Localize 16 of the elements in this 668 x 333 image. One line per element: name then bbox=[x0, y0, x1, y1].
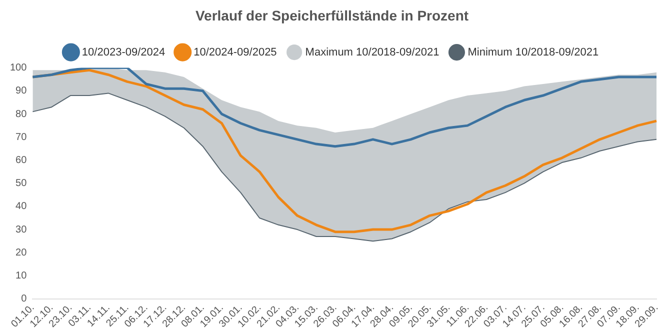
y-tick-label: 100 bbox=[10, 62, 28, 74]
legend-label: 10/2023-09/2024 bbox=[82, 46, 166, 58]
legend-label: 10/2024-09/2025 bbox=[194, 46, 277, 58]
y-tick-label: 60 bbox=[16, 154, 28, 166]
y-tick-label: 30 bbox=[16, 224, 28, 236]
y-tick-label: 80 bbox=[16, 108, 28, 120]
y-tick-label: 40 bbox=[16, 201, 28, 212]
y-tick-label: 90 bbox=[16, 86, 28, 97]
legend-label: Maximum 10/2018-09/2021 bbox=[305, 46, 440, 58]
legend-label: Minimum 10/2018-09/2021 bbox=[468, 46, 599, 58]
y-tick-label: 70 bbox=[16, 132, 28, 143]
chart-title: Verlauf der Speicherfüllstände in Prozent bbox=[195, 7, 469, 24]
y-tick-label: 20 bbox=[16, 247, 28, 258]
y-tick-label: 10 bbox=[16, 270, 28, 282]
y-tick-label: 50 bbox=[16, 178, 28, 190]
y-tick-label: 0 bbox=[21, 294, 28, 305]
